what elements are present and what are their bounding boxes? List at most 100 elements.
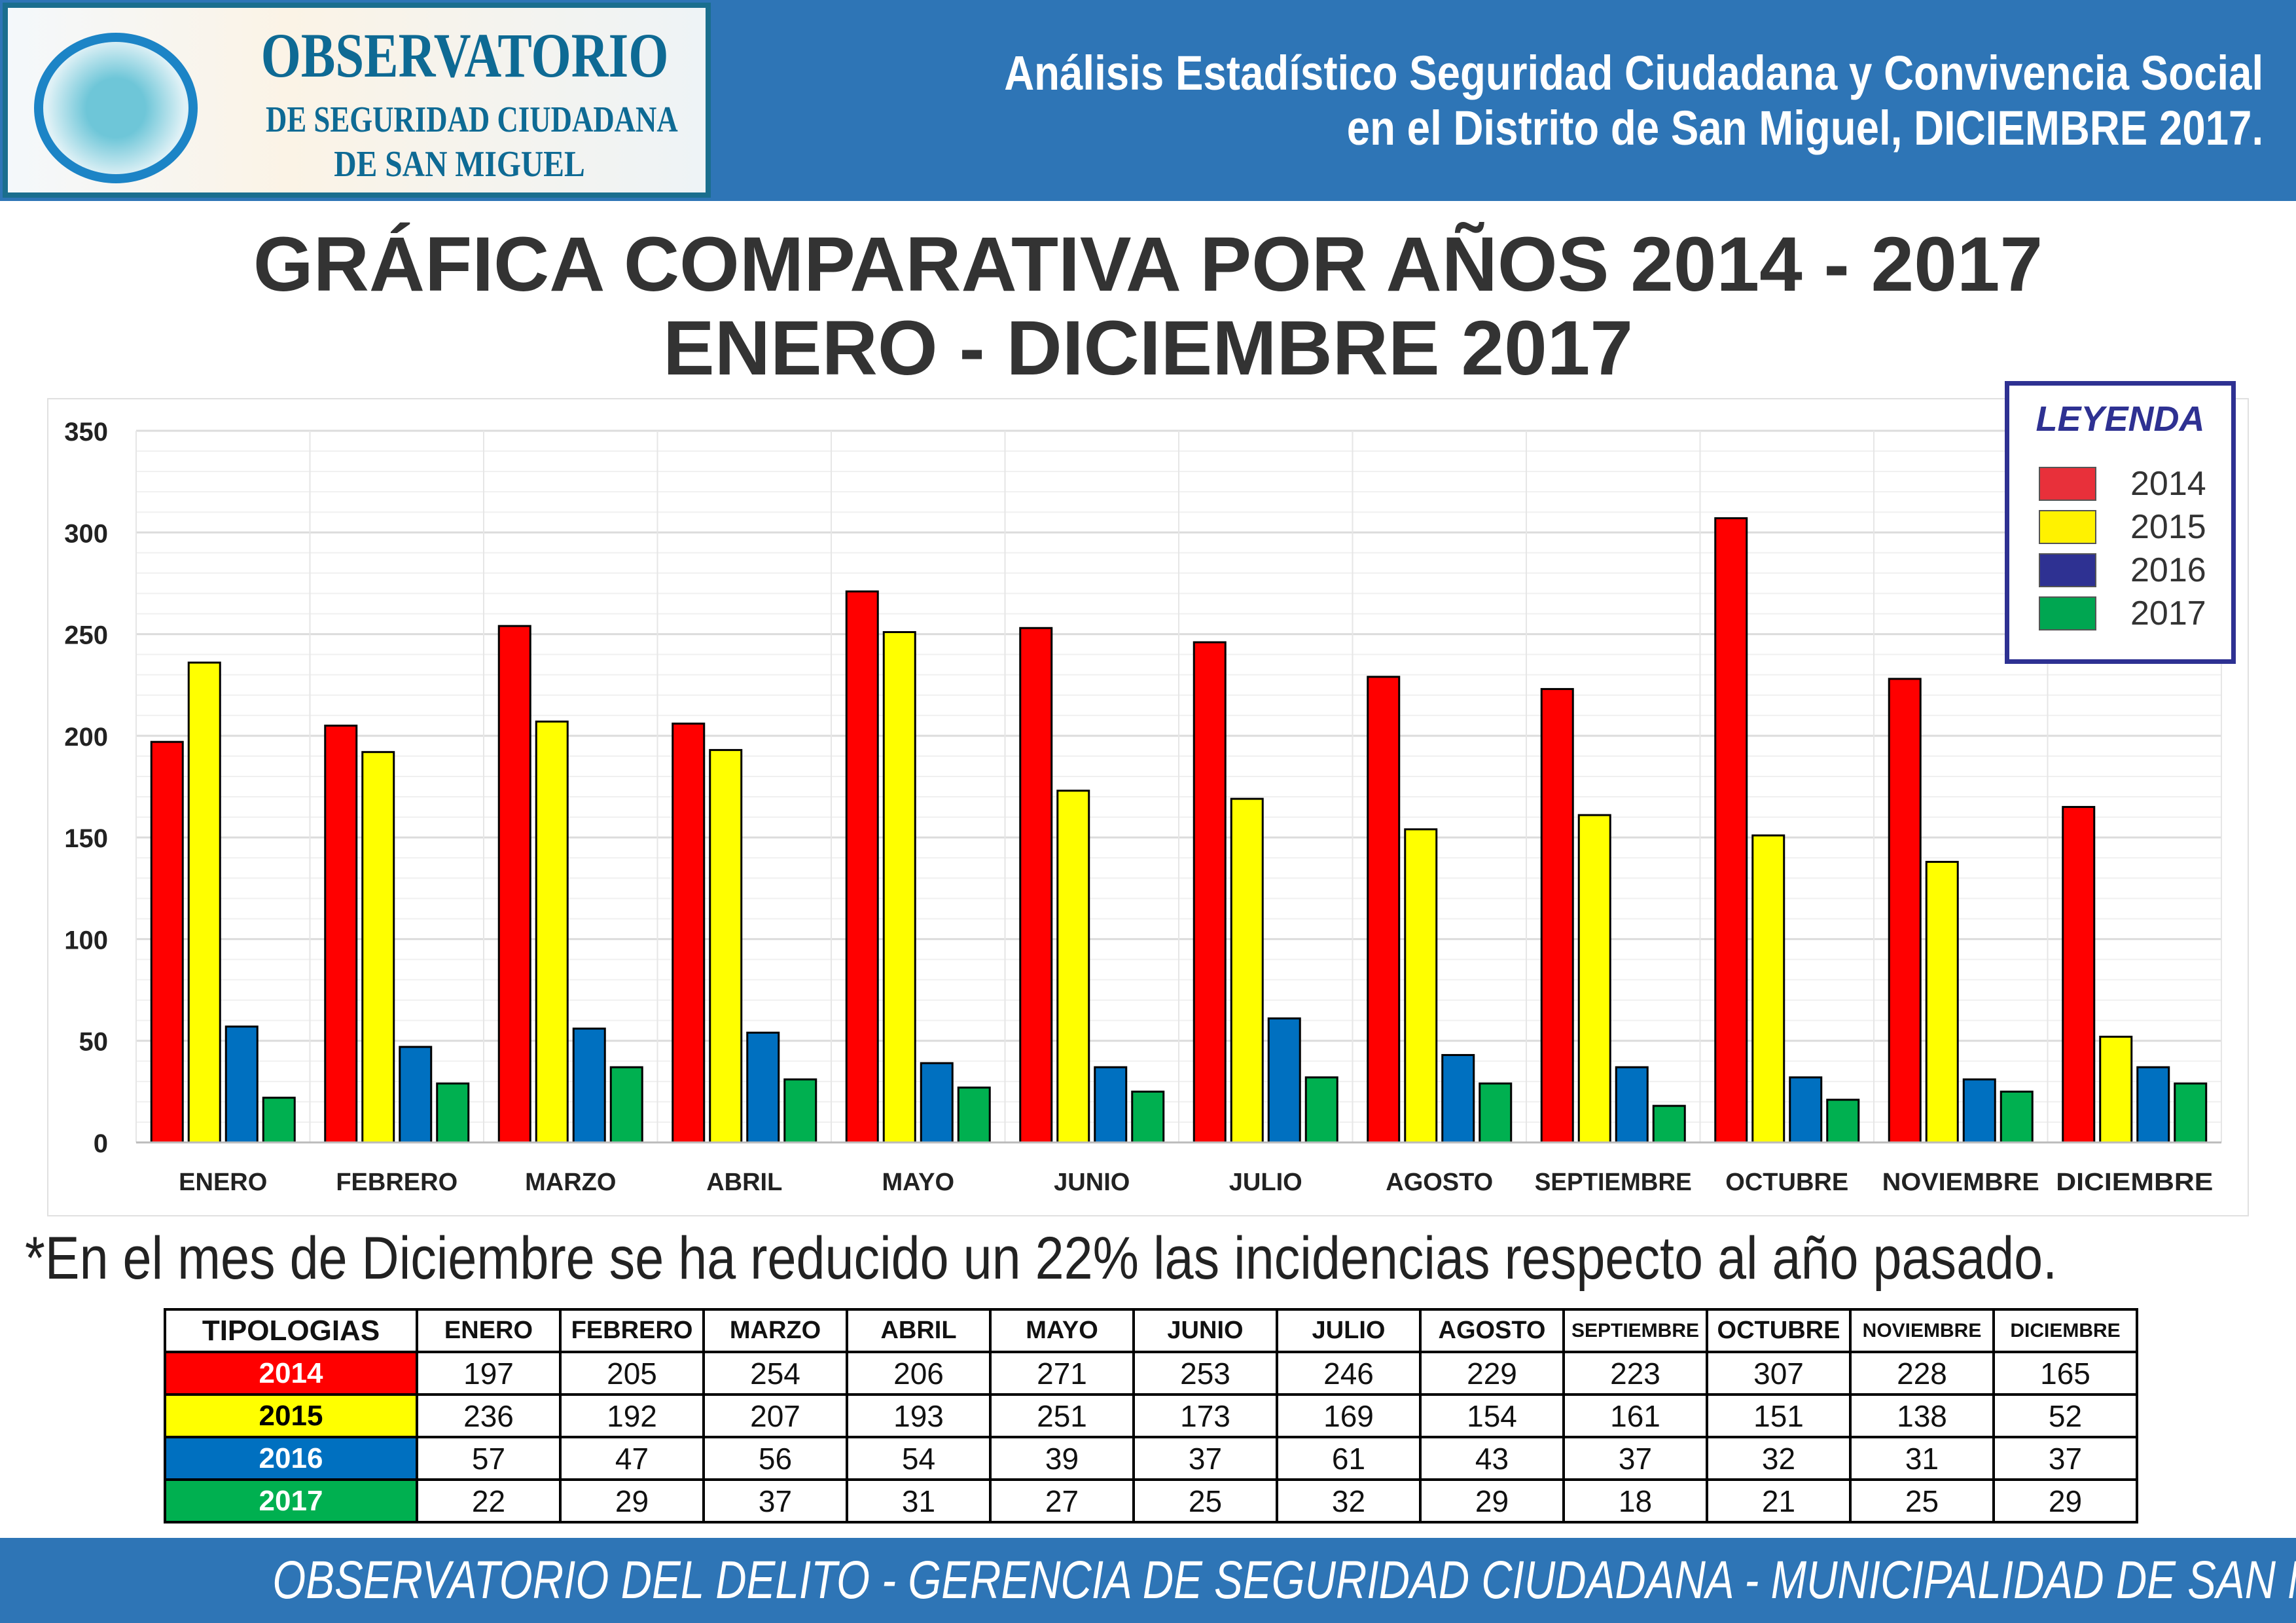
table-cell: 251 bbox=[989, 1393, 1135, 1438]
bar-2015 bbox=[882, 630, 916, 1144]
table-cell: 37 bbox=[1562, 1436, 1708, 1481]
y-tick-label: 350 bbox=[64, 418, 108, 447]
chart-frame bbox=[47, 398, 2249, 1216]
bar-2016 bbox=[1441, 1053, 1475, 1144]
table-cell: 47 bbox=[559, 1436, 705, 1481]
table-row: 2016 57 47 56 54 39 37 61 43 37 32 31 37 bbox=[164, 1436, 2138, 1481]
table-cell: 192 bbox=[559, 1393, 705, 1438]
bar-2016 bbox=[399, 1046, 433, 1144]
bar-2016 bbox=[1267, 1017, 1301, 1144]
table-cell: 271 bbox=[989, 1351, 1135, 1396]
bar-2016 bbox=[224, 1025, 259, 1144]
table-cell: 29 bbox=[1419, 1478, 1565, 1523]
table-year-cell: 2017 bbox=[164, 1478, 418, 1523]
bar-2017 bbox=[1479, 1082, 1513, 1144]
table-cell: 169 bbox=[1276, 1393, 1422, 1438]
y-tick-label: 150 bbox=[64, 824, 108, 853]
legend-label: 2017 bbox=[2130, 594, 2206, 632]
table-cell: 22 bbox=[416, 1478, 562, 1523]
table-cell: 206 bbox=[846, 1351, 992, 1396]
x-tick-label: JULIO bbox=[1229, 1169, 1302, 1196]
observatorio-logo: OBSERVATORIO DE SEGURIDAD CIUDADANA DE S… bbox=[3, 3, 711, 198]
y-tick-label: 100 bbox=[64, 926, 108, 955]
table-row: 2014 197 205 254 206 271 253 246 229 223 307 228 165 bbox=[164, 1351, 2138, 1396]
bar-chart: 0 50 100 150 200 250 300 350 ENERO FEBRERO MARZO AB… bbox=[64, 418, 2222, 1196]
bar-2015 bbox=[535, 720, 569, 1144]
table-cell: 307 bbox=[1706, 1351, 1852, 1396]
legend: LEYENDA 2014 2015 2016 2017 bbox=[2005, 381, 2236, 664]
x-tick-label: JUNIO bbox=[1054, 1169, 1130, 1196]
table-header-cell: TIPOLOGIAS bbox=[164, 1308, 418, 1353]
bar-2016 bbox=[2136, 1066, 2170, 1144]
table-year-cell: 2015 bbox=[164, 1393, 418, 1438]
table-year-cell: 2014 bbox=[164, 1351, 418, 1396]
table-cell: 31 bbox=[846, 1478, 992, 1523]
table-cell: 25 bbox=[1132, 1478, 1278, 1523]
header-title-line2: en el Distrito de San Miguel, DICIEMBRE … bbox=[1346, 101, 2263, 155]
bar-2016 bbox=[746, 1031, 780, 1144]
logo-line: OBSERVATORIO bbox=[260, 20, 669, 90]
bar-2016 bbox=[572, 1027, 606, 1144]
x-tick-label: OCTUBRE bbox=[1725, 1169, 1848, 1196]
bar-2016 bbox=[1615, 1066, 1649, 1144]
table-cell: 205 bbox=[559, 1351, 705, 1396]
table-cell: 37 bbox=[702, 1478, 848, 1523]
legend-label: 2015 bbox=[2130, 508, 2206, 546]
legend-label: 2014 bbox=[2130, 465, 2206, 503]
legend-swatch bbox=[2039, 467, 2096, 501]
table-cell: 29 bbox=[559, 1478, 705, 1523]
table-cell: 228 bbox=[1849, 1351, 1995, 1396]
table-cell: 37 bbox=[1992, 1436, 2138, 1481]
table-cell: 54 bbox=[846, 1436, 992, 1481]
legend-swatch bbox=[2039, 596, 2096, 630]
table-cell: 193 bbox=[846, 1393, 992, 1438]
bar-2017 bbox=[1652, 1104, 1686, 1144]
table-header-cell: MARZO bbox=[702, 1308, 848, 1353]
bar-2017 bbox=[2000, 1090, 2034, 1144]
table-header-cell: NOVIEMBRE bbox=[1849, 1308, 1995, 1353]
table-cell: 154 bbox=[1419, 1393, 1565, 1438]
chart-title-line1: GRÁFICA COMPARATIVA POR AÑOS 2014 - 2017 bbox=[253, 221, 2043, 308]
x-tick-label: DICIEMBRE bbox=[2056, 1169, 2213, 1196]
table-cell: 223 bbox=[1562, 1351, 1708, 1396]
footer-banner: OBSERVATORIO DEL DELITO - GERENCIA DE SE… bbox=[0, 1538, 2296, 1623]
legend-swatch bbox=[2039, 510, 2096, 544]
header-title: Análisis Estadístico Seguridad Ciudadana… bbox=[1004, 46, 2263, 156]
bar-2015 bbox=[361, 751, 395, 1144]
logo-line: DE SEGURIDAD CIUDADANA bbox=[266, 100, 678, 140]
bar-2017 bbox=[262, 1097, 296, 1144]
bar-2017 bbox=[1131, 1090, 1165, 1144]
bar-2015 bbox=[1056, 790, 1090, 1144]
bar-2017 bbox=[2174, 1082, 2208, 1144]
table-cell: 151 bbox=[1706, 1393, 1852, 1438]
x-tick-label: FEBRERO bbox=[336, 1169, 457, 1196]
table-cell: 37 bbox=[1132, 1436, 1278, 1481]
bar-2016 bbox=[920, 1062, 954, 1144]
x-tick-label: NOVIEMBRE bbox=[1882, 1169, 2039, 1196]
bar-2014 bbox=[1193, 641, 1227, 1144]
table-cell: 161 bbox=[1562, 1393, 1708, 1438]
legend-swatch bbox=[2039, 553, 2096, 587]
table-year-cell: 2016 bbox=[164, 1436, 418, 1481]
table-header-cell: FEBRERO bbox=[559, 1308, 705, 1353]
legend-item: 2017 bbox=[2039, 594, 2235, 632]
table-cell: 21 bbox=[1706, 1478, 1852, 1523]
legend-item: 2014 bbox=[2039, 464, 2235, 503]
bar-2014 bbox=[1367, 676, 1401, 1144]
y-tick-label: 50 bbox=[79, 1028, 109, 1057]
bar-2016 bbox=[1094, 1066, 1128, 1144]
note-text: *En el mes de Diciembre se ha reducido u… bbox=[25, 1225, 2058, 1292]
table-cell: 246 bbox=[1276, 1351, 1422, 1396]
legend-title: LEYENDA bbox=[2036, 399, 2205, 439]
table-header-cell: OCTUBRE bbox=[1706, 1308, 1852, 1353]
table-cell: 173 bbox=[1132, 1393, 1278, 1438]
y-tick-label: 300 bbox=[64, 519, 108, 548]
table-cell: 207 bbox=[702, 1393, 848, 1438]
data-table: TIPOLOGIAS ENERO FEBRERO MARZO ABRIL MAYO JUNI… bbox=[164, 1308, 2138, 1523]
table-row: 2015 236 192 207 193 251 173 169 154 161 151 138 52 bbox=[164, 1393, 2138, 1438]
bar-2014 bbox=[1540, 687, 1574, 1144]
table-cell: 165 bbox=[1992, 1351, 2138, 1396]
table-cell: 254 bbox=[702, 1351, 848, 1396]
bar-2017 bbox=[1826, 1099, 1860, 1144]
table-header-cell: ABRIL bbox=[846, 1308, 992, 1353]
